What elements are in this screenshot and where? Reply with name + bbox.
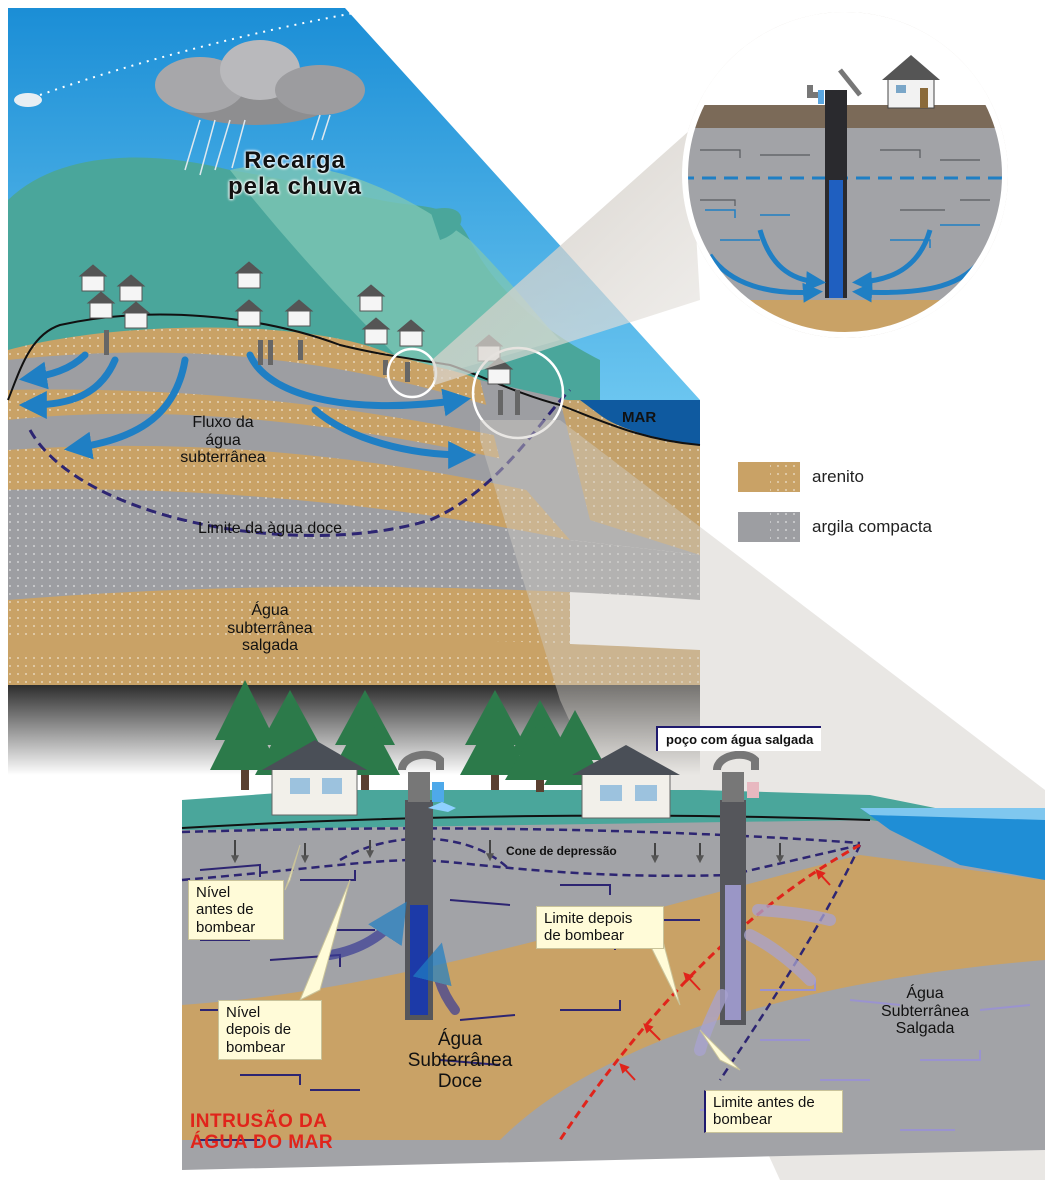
house-left-icon — [262, 740, 367, 816]
recharge-label: Recarga pela chuva — [227, 147, 363, 201]
limit-before-callout: Limite antes de bombear — [704, 1090, 843, 1133]
wells — [104, 330, 520, 415]
salt-well-callout: poço com água salgada — [656, 726, 822, 751]
sea-bottom — [860, 808, 1045, 880]
bottom-block — [181, 680, 1045, 1170]
cone-label: Cone de depressão — [506, 844, 617, 858]
flight-path — [39, 9, 371, 96]
freshwater-limit-line — [28, 388, 572, 537]
limit-after-callout: Limite depois de bombear — [536, 906, 664, 949]
limit-after-line — [558, 843, 861, 1141]
salt-well-icon — [713, 750, 759, 1025]
legend-label-clay: argila compacta — [812, 517, 933, 536]
legend-label-sandstone: arenito — [812, 467, 864, 486]
boat-icon — [14, 93, 42, 107]
saltwater-label: Água subterrânea salgada — [227, 602, 313, 655]
rain-cloud-icon — [155, 40, 365, 176]
fresh-groundwater-label: Água Subterrânea Doce — [407, 1029, 513, 1092]
intrusion-arrows — [619, 869, 831, 1081]
groundwater-flow-arrows — [18, 351, 477, 469]
salt-groundwater-label: Água Subterrânea Salgada — [880, 985, 970, 1038]
sea-label: MAR — [622, 409, 657, 426]
cone-arrows — [231, 840, 784, 864]
sea — [580, 400, 700, 445]
house-right-icon — [572, 745, 680, 819]
trees-icon — [210, 680, 606, 792]
limit-before-line — [718, 844, 862, 1081]
intrusion-label: INTRUSÃO DA ÁGUA DO MAR — [190, 1111, 334, 1153]
level-before-line — [181, 827, 861, 845]
legend — [738, 462, 800, 542]
level-after-callout: Nível depois de bombear — [218, 1000, 322, 1060]
well-inset-circle — [682, 12, 1008, 338]
freshwater-limit-label: Limite da àgua doce — [197, 520, 343, 537]
zoom-beam-upper — [432, 130, 700, 385]
level-before-callout: Nível antes de bombear — [188, 880, 284, 940]
flow-label: Fluxo da água subterrânea — [180, 414, 266, 467]
